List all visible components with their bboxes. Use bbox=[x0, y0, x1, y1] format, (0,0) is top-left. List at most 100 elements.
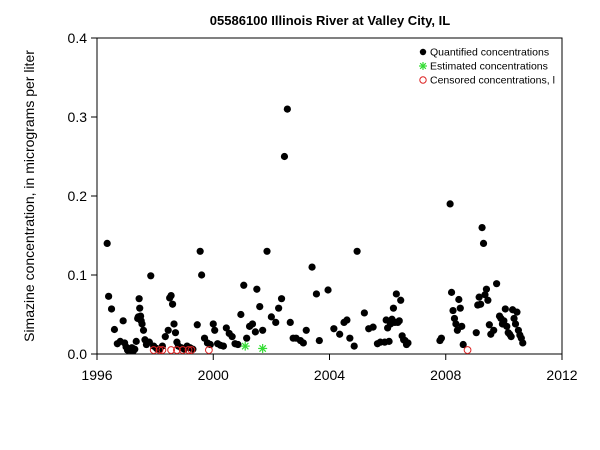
y-tick-label: 0.2 bbox=[68, 188, 88, 204]
x-tick-label: 2004 bbox=[314, 367, 345, 383]
quantified-point bbox=[350, 342, 358, 350]
quantified-point bbox=[131, 345, 139, 353]
quantified-point bbox=[482, 285, 491, 293]
quantified-point bbox=[395, 317, 403, 325]
quantified-point bbox=[458, 322, 466, 330]
y-tick-label: 0.4 bbox=[68, 30, 88, 46]
quantified-point bbox=[248, 320, 257, 328]
quantified-point bbox=[360, 309, 368, 317]
quantified-point bbox=[256, 303, 264, 311]
data-points bbox=[103, 105, 527, 355]
quantified-point bbox=[389, 304, 398, 312]
censored-point bbox=[158, 346, 167, 354]
chart-title: 05586100 Illinois River at Valley City, … bbox=[210, 13, 450, 28]
legend-star-glyph bbox=[419, 62, 427, 70]
quantified-point bbox=[198, 271, 206, 279]
legend-marker-censored bbox=[419, 76, 427, 84]
quantified-point bbox=[472, 329, 480, 337]
quantified-point bbox=[147, 272, 155, 280]
y-tick-label: 0.1 bbox=[68, 267, 88, 283]
quantified-point bbox=[404, 339, 412, 347]
quantified-point bbox=[277, 295, 286, 303]
quantified-point bbox=[503, 322, 511, 330]
quantified-point bbox=[132, 337, 140, 345]
quantified-point bbox=[455, 295, 463, 304]
quantified-point bbox=[168, 300, 177, 308]
quantified-point bbox=[459, 340, 467, 349]
x-tick-label: 2000 bbox=[198, 367, 229, 383]
quantified-point bbox=[507, 333, 515, 341]
quantified-point bbox=[136, 304, 144, 312]
quantified-point bbox=[161, 333, 169, 341]
quantified-point bbox=[369, 323, 377, 331]
quantified-point bbox=[259, 326, 267, 334]
quantified-point bbox=[253, 285, 261, 293]
quantified-point bbox=[385, 337, 393, 345]
x-tick-label: 2012 bbox=[546, 367, 577, 383]
quantified-point bbox=[485, 321, 493, 329]
quantified-point bbox=[219, 342, 228, 350]
quantified-point bbox=[211, 326, 219, 334]
censored-point bbox=[167, 346, 176, 354]
quantified-point bbox=[324, 286, 332, 294]
y-tick-label: 0.3 bbox=[68, 109, 88, 125]
quantified-point bbox=[500, 317, 508, 325]
legend-label-censored: Censored concentrations, l bbox=[430, 75, 555, 87]
y-tick-label: 0.0 bbox=[68, 346, 88, 362]
quantified-point bbox=[228, 333, 236, 341]
quantified-point bbox=[272, 318, 280, 326]
censored-point bbox=[463, 346, 472, 354]
quantified-point bbox=[110, 325, 119, 334]
quantified-point bbox=[475, 293, 483, 301]
quantified-point bbox=[283, 105, 291, 113]
quantified-point bbox=[449, 306, 457, 315]
estimated-point bbox=[258, 343, 268, 353]
quantified-point bbox=[452, 320, 460, 328]
quantified-point bbox=[138, 320, 146, 328]
quantified-point bbox=[392, 290, 400, 298]
quantified-point bbox=[447, 288, 456, 296]
quantified-point bbox=[299, 339, 307, 347]
quantified-point bbox=[336, 330, 344, 338]
estimated-point bbox=[240, 341, 250, 351]
censored-point bbox=[173, 346, 181, 354]
quantified-point bbox=[346, 334, 354, 342]
quantified-point bbox=[237, 310, 245, 319]
quantified-point bbox=[171, 329, 180, 337]
quantified-point bbox=[479, 239, 488, 247]
quantified-point bbox=[209, 320, 217, 328]
quantified-point bbox=[103, 239, 111, 247]
quantified-point bbox=[280, 152, 289, 161]
quantified-point bbox=[234, 340, 242, 349]
quantified-point bbox=[158, 342, 166, 350]
quantified-point bbox=[240, 281, 248, 289]
quantified-point bbox=[519, 339, 527, 347]
legend-label-quantified: Quantified concentrations bbox=[430, 47, 549, 59]
quantified-point bbox=[477, 300, 485, 308]
y-axis-label: Simazine concentration, in micrograms pe… bbox=[21, 50, 37, 342]
quantified-point bbox=[484, 296, 492, 304]
quantified-point bbox=[511, 320, 520, 328]
quantified-point bbox=[267, 313, 275, 321]
quantified-point bbox=[167, 291, 175, 300]
censored-point bbox=[149, 346, 158, 354]
censored-point bbox=[184, 346, 193, 354]
quantified-point bbox=[105, 292, 113, 300]
legend-marker-quantified bbox=[419, 48, 427, 56]
censored-point bbox=[178, 346, 187, 354]
legend: Quantified concentrations Estimated conc… bbox=[419, 47, 555, 87]
quantified-point bbox=[510, 314, 518, 323]
quantified-point bbox=[286, 318, 294, 326]
censored-point bbox=[204, 346, 213, 354]
quantified-point bbox=[513, 308, 521, 316]
quantified-point bbox=[308, 263, 316, 271]
legend-marker-estimated bbox=[419, 62, 427, 70]
censored-point bbox=[187, 346, 196, 354]
quantified-point bbox=[330, 325, 338, 333]
quantified-point bbox=[170, 320, 178, 328]
quantified-point bbox=[450, 314, 459, 323]
x-tick-label: 2008 bbox=[430, 367, 461, 383]
quantified-point bbox=[139, 326, 148, 334]
quantified-point bbox=[397, 296, 405, 304]
quantified-point bbox=[193, 321, 201, 329]
